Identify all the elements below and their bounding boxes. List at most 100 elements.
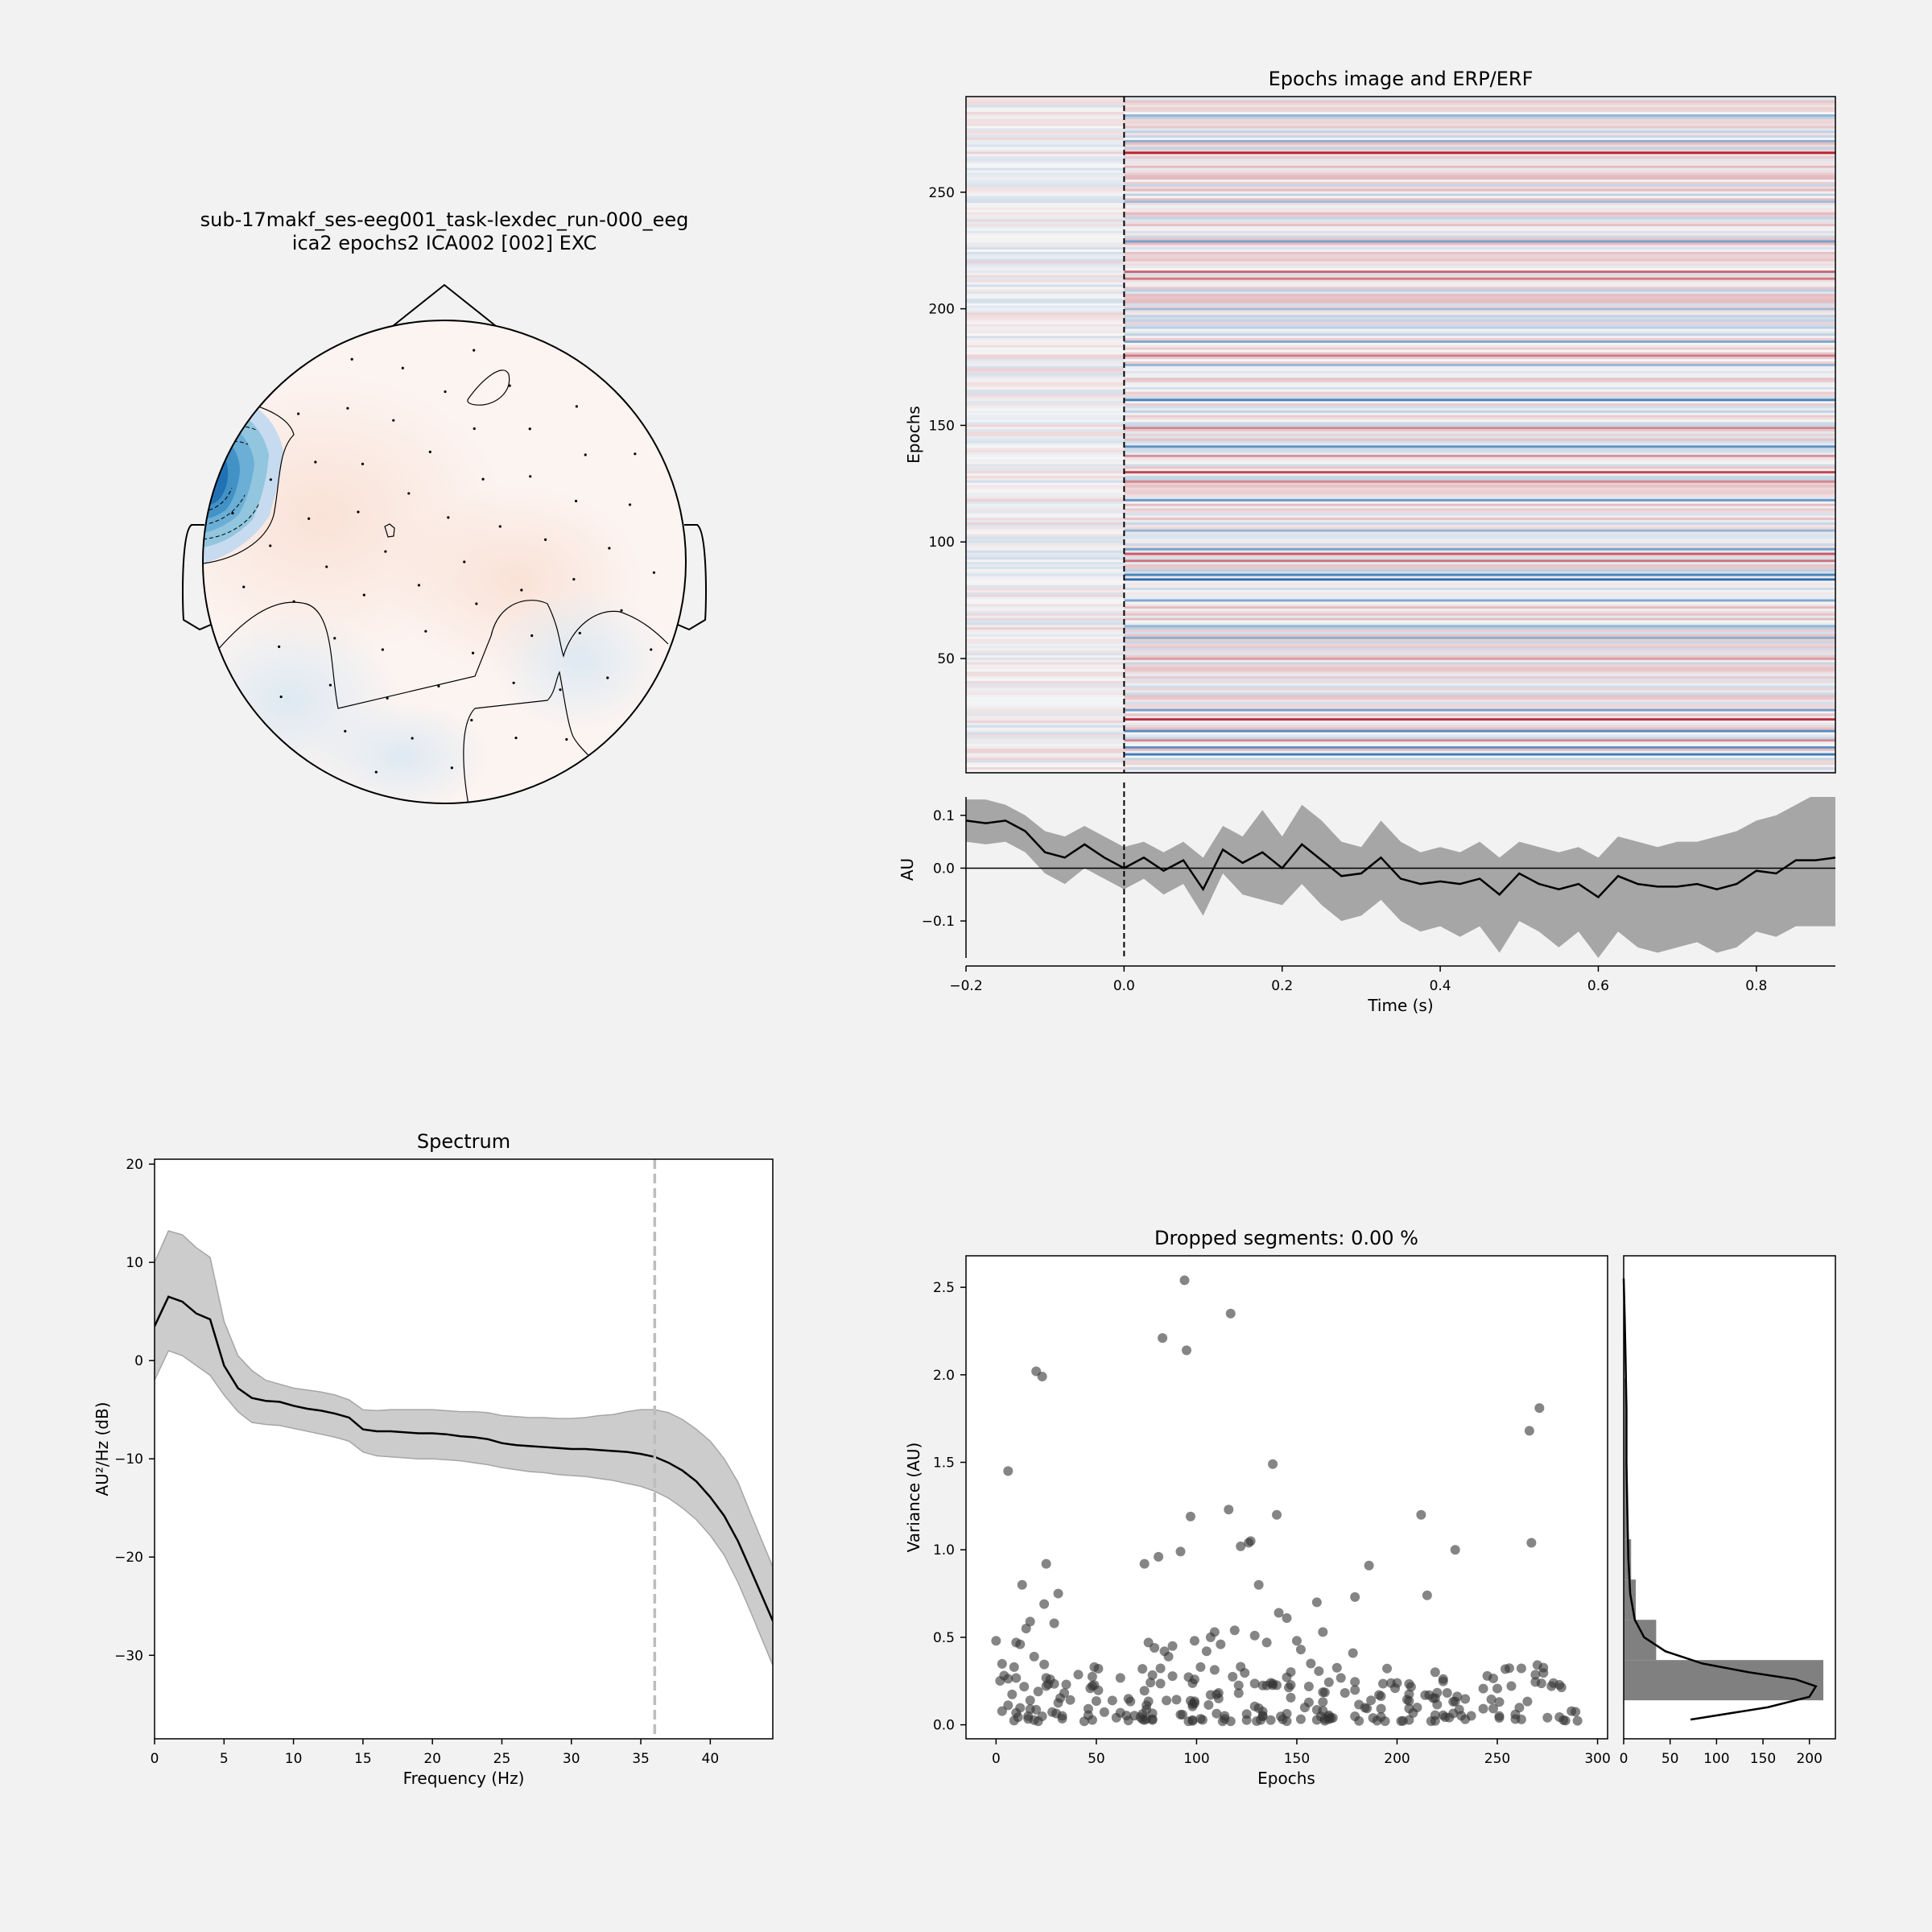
variance-ytick-label: 0.0: [933, 1718, 955, 1734]
epoch-row-post: [1124, 760, 1835, 763]
epoch-row-pre: [966, 669, 1125, 672]
epoch-row-pre: [966, 508, 1125, 511]
variance-point: [1494, 1697, 1505, 1707]
variance-point: [1448, 1696, 1459, 1707]
spectrum-title: Spectrum: [417, 1130, 510, 1153]
variance-point: [1111, 1712, 1121, 1723]
variance-point: [1261, 1637, 1272, 1648]
epoch-row-post: [1124, 186, 1835, 189]
epoch-row-pre: [966, 615, 1125, 618]
variance-point: [1571, 1707, 1581, 1717]
epoch-row-pre: [966, 664, 1125, 667]
variance-point: [1195, 1714, 1206, 1724]
epoch-row-post: [1124, 687, 1835, 691]
epoch-row-pre: [966, 293, 1125, 296]
epoch-row-pre: [966, 207, 1125, 210]
variance-point: [1037, 1372, 1047, 1381]
sensor-dot: [512, 681, 515, 684]
epoch-row-post: [1124, 629, 1835, 633]
epoch-row-post: [1124, 144, 1835, 147]
sensor-dot: [481, 477, 485, 481]
epoch-row-pre: [966, 555, 1125, 558]
epoch-row-pre: [966, 657, 1125, 660]
epoch-row-post: [1124, 522, 1835, 525]
variance-point: [1261, 1680, 1272, 1690]
epoch-row-post: [1124, 314, 1835, 318]
erp-xtick-label: 0.2: [1271, 978, 1293, 994]
epoch-row-pre: [966, 440, 1125, 444]
epoch-row-pre: [966, 717, 1125, 721]
epoch-row-post: [1124, 160, 1835, 163]
sensor-dot: [514, 737, 518, 740]
epoch-row-pre: [966, 277, 1125, 280]
epoch-row-post: [1124, 636, 1835, 639]
variance-frame: [965, 1255, 1608, 1740]
epoch-row-pre: [966, 687, 1125, 691]
epoch-row-post: [1124, 540, 1835, 543]
epoch-row-pre: [966, 473, 1125, 476]
variance-point: [1303, 1697, 1314, 1707]
epoch-row-pre: [966, 662, 1125, 665]
variance-point: [1107, 1695, 1117, 1706]
epoch-row-post: [1124, 671, 1835, 675]
epoch-row-pre: [966, 634, 1125, 637]
variance-point: [1147, 1670, 1158, 1680]
epoch-row-pre: [966, 401, 1125, 404]
erp-confidence-band: [966, 797, 1835, 958]
epoch-row-post: [1124, 566, 1835, 569]
variance-point: [1318, 1697, 1328, 1707]
epoch-row-post: [1124, 605, 1835, 609]
epoch-row-post: [1124, 748, 1835, 751]
epoch-row-pre: [966, 340, 1125, 343]
epoch-row-post: [1124, 704, 1835, 707]
epoch-row-post: [1124, 517, 1835, 521]
epoch-row-post: [1124, 555, 1835, 558]
sensor-dot: [628, 503, 632, 506]
variance-point: [1039, 1659, 1050, 1670]
variance-point: [1406, 1682, 1416, 1692]
epoch-row-pre: [966, 249, 1125, 252]
variance-point: [1335, 1673, 1346, 1683]
epoch-row-post: [1124, 116, 1835, 119]
epoch-row-post: [1124, 701, 1835, 704]
contour-center-loop: [384, 523, 395, 538]
sensor-dot: [620, 609, 623, 612]
epoch-row-post: [1124, 470, 1835, 474]
variance-point: [1318, 1627, 1328, 1637]
variance-point: [1366, 1695, 1377, 1706]
sensor-dot: [575, 405, 578, 408]
epoch-row-pre: [966, 155, 1125, 159]
epoch-row-pre: [966, 284, 1125, 287]
epochs-ytick-label: 100: [929, 535, 955, 551]
variance-point: [1139, 1686, 1150, 1696]
sensor-dot: [407, 492, 411, 495]
variance-point: [1179, 1275, 1190, 1286]
epoch-row-pre: [966, 263, 1125, 266]
epoch-row-post: [1124, 717, 1835, 721]
sensor-dot: [278, 645, 281, 648]
sensor-dot: [530, 634, 534, 638]
epoch-row-post: [1124, 316, 1835, 320]
variance-point: [1115, 1673, 1125, 1683]
epoch-row-pre: [966, 384, 1125, 387]
epoch-row-post: [1124, 568, 1835, 572]
epoch-row-post: [1124, 491, 1835, 495]
spectrum-ylabel: AU²/Hz (dB): [93, 1402, 112, 1496]
epoch-row-post: [1124, 741, 1835, 745]
epoch-row-pre: [966, 748, 1125, 751]
epoch-row-pre: [966, 750, 1125, 753]
epoch-row-post: [1124, 310, 1835, 313]
epoch-row-pre: [966, 671, 1125, 675]
epoch-row-post: [1124, 123, 1835, 126]
spectrum-xtick-label: 5: [220, 1751, 229, 1767]
epoch-row-pre: [966, 485, 1125, 488]
epoch-row-post: [1124, 114, 1835, 117]
epoch-row-pre: [966, 510, 1125, 514]
variance-point: [1007, 1689, 1018, 1699]
epoch-row-pre: [966, 114, 1125, 117]
epoch-row-pre: [966, 680, 1125, 683]
sensor-dot: [374, 770, 378, 774]
epoch-row-post: [1124, 576, 1835, 579]
spectrum-xtick-label: 25: [493, 1751, 511, 1767]
sensor-dot: [269, 478, 272, 481]
